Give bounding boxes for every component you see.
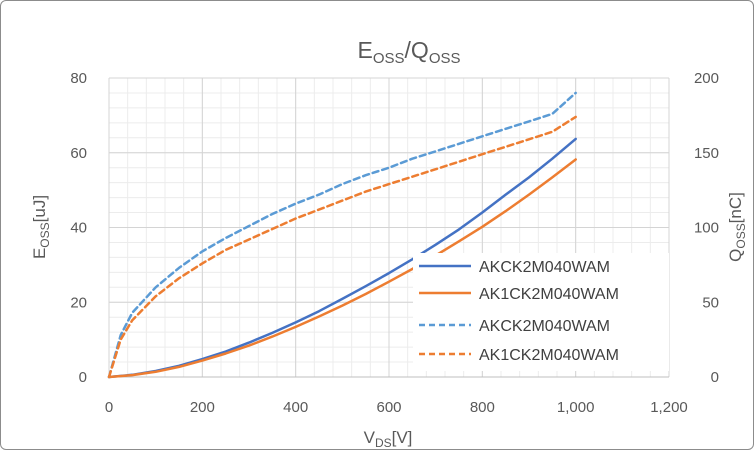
legend: AKCK2M040WAM AK1CK2M040WAM AKCK2M040WAM … <box>413 253 669 371</box>
y-right-tick-label: 50 <box>702 294 719 311</box>
legend-item: AKCK2M040WAM <box>419 318 610 335</box>
y-right-tick-label: 150 <box>694 145 719 162</box>
chart-title: EOSS/QOSS <box>358 37 461 67</box>
legend-label: AKCK2M040WAM <box>479 318 610 335</box>
x-tick-label: 200 <box>190 399 215 416</box>
legend-item: AK1CK2M040WAM <box>419 347 619 364</box>
y-left-tick-label: 80 <box>70 70 87 87</box>
major-grid <box>108 77 670 378</box>
y-left-tick-label: 40 <box>70 220 87 237</box>
y-right-axis-title: QOSS[nC] <box>726 192 748 262</box>
series-line-3 <box>107 91 577 379</box>
legend-item: AK1CK2M040WAM <box>419 286 619 303</box>
y-right-tick-label: 0 <box>711 369 719 386</box>
x-tick-label: 400 <box>283 399 308 416</box>
x-tick-label: 1,000 <box>557 399 595 416</box>
series-line-2 <box>107 158 577 379</box>
x-tick-label: 1,200 <box>650 399 688 416</box>
legend-item: AKCK2M040WAM <box>419 259 610 276</box>
y-left-tick-label: 60 <box>70 145 87 162</box>
tick-labels: 0 200 400 600 800 1,000 1,20002040608005010015… <box>70 70 719 416</box>
y-right-tick-label: 100 <box>694 220 719 237</box>
x-tick-label: 600 <box>376 399 401 416</box>
legend-label: AK1CK2M040WAM <box>479 286 619 303</box>
x-tick-label: 0 <box>105 399 113 416</box>
x-axis-title: VDS[V] <box>364 428 413 450</box>
series-line-4 <box>107 115 577 379</box>
y-left-axis-title: EOSS[uJ] <box>30 195 52 259</box>
legend-background <box>413 253 669 371</box>
x-tick-label: 800 <box>470 399 495 416</box>
series-layer <box>107 91 577 379</box>
y-left-tick-label: 20 <box>70 294 87 311</box>
legend-label: AKCK2M040WAM <box>479 259 610 276</box>
y-left-tick-label: 0 <box>79 369 87 386</box>
y-right-tick-label: 200 <box>694 70 719 87</box>
legend-label: AK1CK2M040WAM <box>479 347 619 364</box>
